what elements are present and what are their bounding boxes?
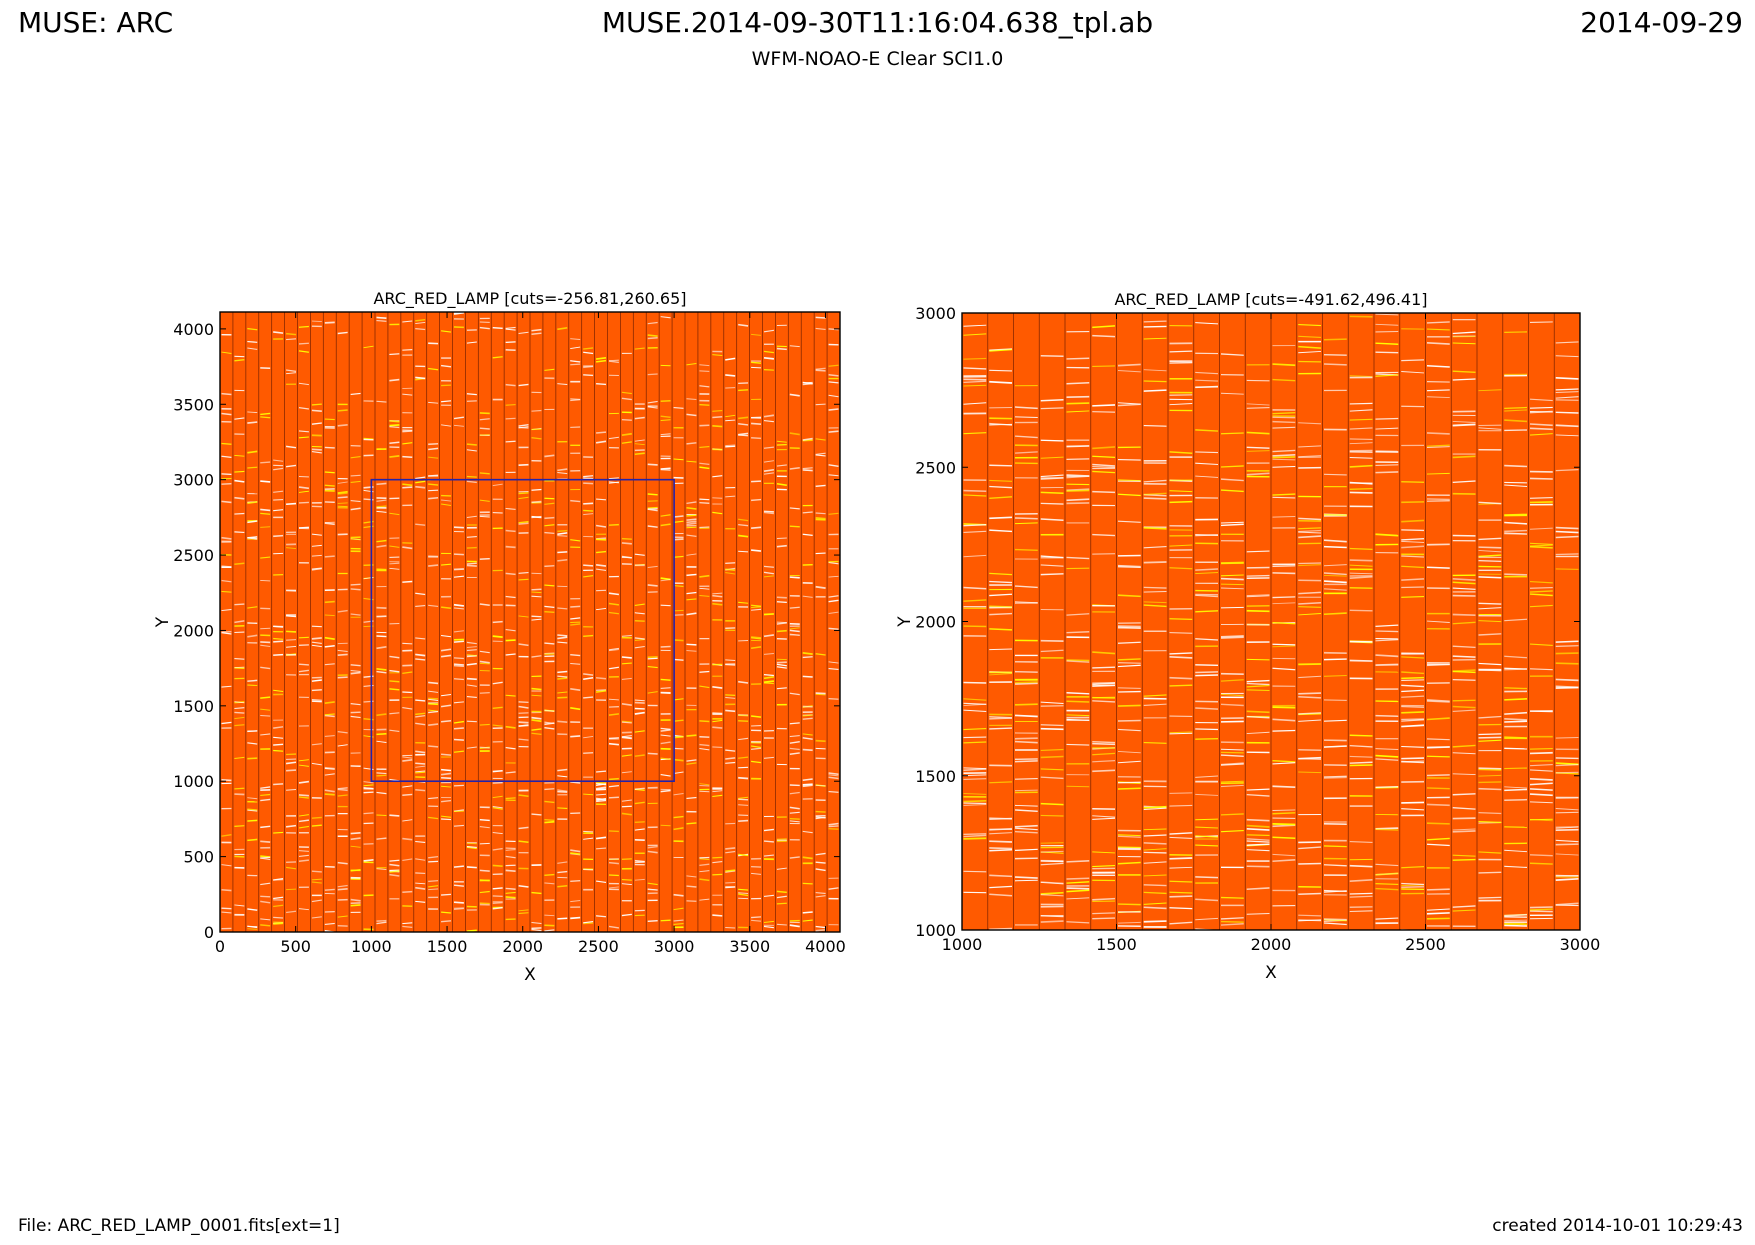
x-tick-label-1-1: 1500 <box>1096 935 1137 954</box>
plot-frame <box>219 311 841 933</box>
x-tick-label-1-2: 2000 <box>1251 935 1292 954</box>
x-tick-label-0-2: 1000 <box>351 937 392 956</box>
x-axis-label-0: X <box>524 965 536 985</box>
x-tick-label-0-4: 2000 <box>502 937 543 956</box>
y-tick-label-1-1: 1500 <box>915 767 956 786</box>
y-tick-label-1-2: 2000 <box>915 613 956 632</box>
y-tick-label-1-0: 1000 <box>915 921 956 940</box>
x-tick-label-1-4: 3000 <box>1560 935 1600 954</box>
y-axis-label-1: Y <box>895 616 915 628</box>
header-template-id: MUSE.2014-09-30T11:16:04.638_tpl.ab <box>601 6 1154 39</box>
chart-zoom-region: 1000 1500 2000 2500 3000 1000 1500 2000 2500 3000… <box>895 290 1600 983</box>
y-tick-label-0-0: 0 <box>204 923 214 942</box>
x-tick-label-0-8: 4000 <box>805 937 846 956</box>
x-tick-label-0-7: 3500 <box>729 937 770 956</box>
image-texture-1 <box>961 313 1581 932</box>
header-date: 2014-09-29 <box>1580 6 1743 39</box>
y-tick-label-0-4: 2000 <box>173 621 214 640</box>
y-axis-label-0: Y <box>153 616 173 628</box>
y-tick-label-0-3: 1500 <box>173 697 214 716</box>
x-tick-label-0-0: 0 <box>215 937 225 956</box>
footer-created: created 2014-10-01 10:29:43 <box>1492 1216 1743 1236</box>
x-tick-label-0-3: 1500 <box>427 937 468 956</box>
y-tick-label-0-2: 1000 <box>173 772 214 791</box>
x-tick-label-0-1: 500 <box>280 937 311 956</box>
header-instrument: MUSE: ARC <box>18 6 174 39</box>
footer-file: File: ARC_RED_LAMP_0001.fits[ext=1] <box>18 1216 340 1236</box>
x-tick-label-1-3: 2500 <box>1405 935 1446 954</box>
plot-title-0: ARC_RED_LAMP [cuts=-256.81,260.65] <box>373 289 686 309</box>
y-tick-label-1-3: 2500 <box>915 458 956 477</box>
zoom-box <box>370 478 675 783</box>
y-tick-label-1-4: 3000 <box>915 304 956 323</box>
header-setup: WFM-NOAO-E Clear SCI1.0 <box>751 48 1004 70</box>
image-texture-0 <box>219 310 841 934</box>
chart-full-detector: 0 500 1000 1500 2000 2500 3000 3500 4000 0 500 1000… <box>153 289 846 985</box>
x-axis-label-1: X <box>1265 963 1277 983</box>
y-tick-label-0-8: 4000 <box>173 320 214 339</box>
x-tick-label-0-5: 2500 <box>578 937 619 956</box>
plot-frame <box>961 312 1581 931</box>
x-tick-label-1-0: 1000 <box>942 935 983 954</box>
plot-title-1: ARC_RED_LAMP [cuts=-491.62,496.41] <box>1114 290 1427 310</box>
y-tick-label-0-1: 500 <box>183 848 214 867</box>
y-tick-label-0-6: 3000 <box>173 471 214 490</box>
x-tick-label-0-6: 3000 <box>654 937 695 956</box>
y-tick-label-0-5: 2500 <box>173 546 214 565</box>
y-tick-label-0-7: 3500 <box>173 395 214 414</box>
